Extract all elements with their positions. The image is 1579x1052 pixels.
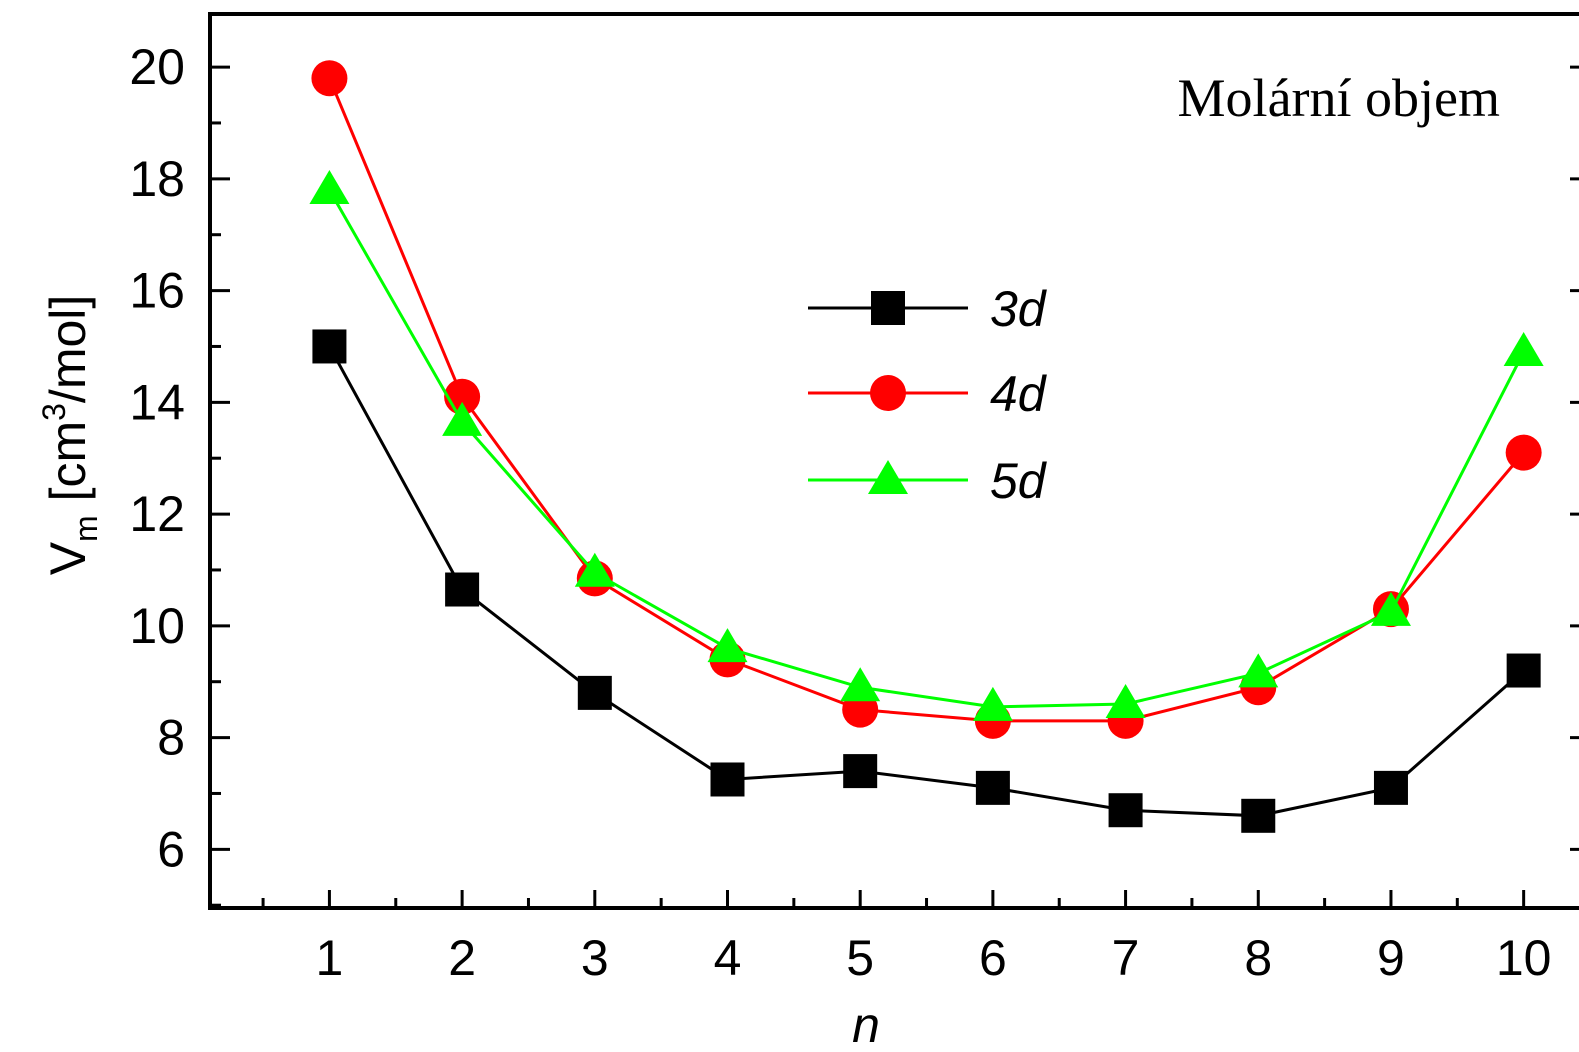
data-point-3d	[710, 762, 745, 797]
data-point-3d	[445, 572, 480, 607]
legend-label-5d: 5d	[990, 453, 1048, 509]
y-axis-title-superscript: 3	[36, 403, 72, 421]
axis-ticks	[210, 65, 1579, 908]
data-point-5d	[442, 401, 483, 436]
data-point-4d	[1505, 434, 1542, 471]
legend-marker-triangle	[868, 460, 908, 494]
legend-label-4d: 4d	[990, 366, 1048, 422]
data-point-5d	[707, 628, 748, 663]
x-tick-label: 4	[714, 930, 742, 986]
plot-frame	[208, 12, 1579, 910]
legend-item-5d: 5d	[808, 453, 1048, 509]
data-point-5d	[972, 686, 1013, 721]
x-tick-label: 1	[316, 930, 344, 986]
legend-label-3d: 3d	[990, 281, 1048, 337]
data-point-5d	[1238, 653, 1279, 688]
series-layer	[309, 60, 1544, 833]
y-tick-label: 16	[129, 263, 185, 319]
x-tick-label: 6	[979, 930, 1007, 986]
x-tick-label: 8	[1244, 930, 1272, 986]
y-tick-label: 8	[157, 710, 185, 766]
y-tick-label: 14	[129, 374, 185, 430]
series-line-3d	[328, 345, 1525, 818]
data-point-5d	[309, 170, 350, 205]
data-point-3d	[843, 754, 878, 789]
y-tick-label: 12	[129, 486, 185, 542]
data-point-3d	[1373, 770, 1408, 805]
y-tick-label: 6	[157, 821, 185, 877]
data-point-3d	[1108, 793, 1143, 828]
legend-item-4d: 4d	[808, 366, 1048, 422]
data-point-3d	[975, 770, 1010, 805]
data-point-3d	[1241, 798, 1276, 833]
y-axis-title-unit: [cm	[40, 421, 96, 515]
x-tick-label: 7	[1112, 930, 1140, 986]
y-tick-label: 10	[129, 598, 185, 654]
y-tick-label: 20	[129, 39, 185, 95]
series-line-5d	[328, 189, 1525, 709]
legend-item-3d: 3d	[808, 281, 1048, 337]
series-line-4d	[328, 77, 1525, 723]
legend-marker-square	[871, 291, 905, 325]
x-tick-label: 3	[581, 930, 609, 986]
series-4d	[311, 60, 1542, 739]
data-point-5d	[1105, 684, 1146, 719]
series-5d	[309, 170, 1544, 721]
y-axis-title-unit-end: /mol]	[40, 295, 96, 403]
legend: 3d 4d 5d	[808, 281, 1048, 509]
y-axis-title-symbol: V	[40, 541, 96, 575]
series-3d	[312, 329, 1541, 833]
x-tick-label: 5	[846, 930, 874, 986]
data-point-5d	[840, 667, 881, 702]
y-axis-title-subscript: m	[68, 515, 104, 542]
data-point-4d	[311, 60, 348, 97]
data-point-3d	[312, 329, 347, 364]
x-tick-label: 2	[448, 930, 476, 986]
x-axis-title: n	[852, 997, 880, 1052]
data-point-3d	[1506, 653, 1541, 688]
annotation-title: Molární objem	[1178, 68, 1500, 128]
y-tick-label: 18	[129, 151, 185, 207]
data-point-5d	[574, 552, 615, 587]
y-axis-title: Vm [cm3/mol]	[36, 295, 104, 576]
data-point-3d	[577, 675, 612, 710]
x-tick-label: 10	[1496, 930, 1552, 986]
data-point-5d	[1370, 591, 1411, 626]
data-point-5d	[1503, 332, 1544, 367]
legend-marker-circle	[870, 375, 906, 411]
x-tick-label: 9	[1377, 930, 1405, 986]
